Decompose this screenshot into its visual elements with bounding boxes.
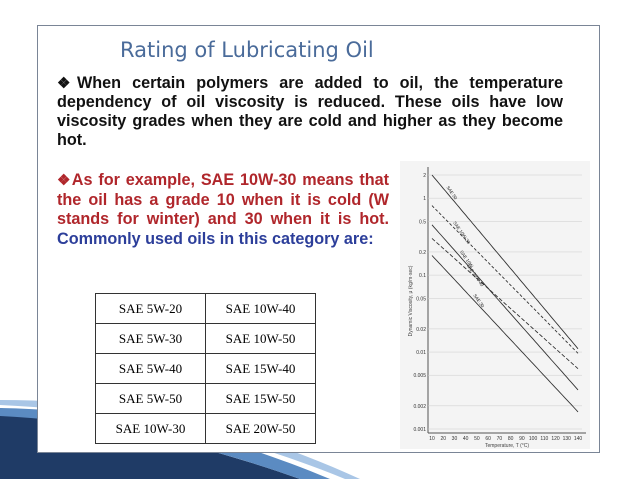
y-ticks: 0.001 0.002 0.005 0.01 0.02 0.05 0.1 0.2 0.5 1 2	[413, 173, 582, 433]
table-row: SAE 5W-30 SAE 10W-50	[95, 323, 316, 354]
y-tick-label: 0.01	[416, 350, 426, 356]
y-tick-label: 0.2	[419, 250, 426, 256]
viscosity-chart: 0.001 0.002 0.005 0.01 0.02 0.05 0.1 0.2 0.5 1 2 1…	[400, 161, 590, 449]
series-line	[431, 224, 579, 391]
table-row: SAE 10W-30 SAE 20W-50	[95, 413, 316, 444]
y-tick-label: 1	[423, 196, 426, 202]
y-tick-label: 0.05	[416, 296, 426, 302]
table-cell: SAE 5W-30	[95, 323, 206, 354]
x-tick-label: 50	[474, 436, 480, 442]
table-cell: SAE 20W-50	[205, 413, 316, 444]
y-tick-label: 0.001	[413, 427, 426, 433]
bullet-icon: ❖	[57, 75, 77, 92]
x-tick-label: 70	[497, 436, 503, 442]
chart-background	[400, 161, 590, 449]
x-tick-label: 110	[540, 436, 548, 442]
y-tick-label: 0.5	[419, 219, 426, 225]
x-tick-label: 90	[519, 436, 525, 442]
table-cell: SAE 10W-50	[205, 323, 316, 354]
series-line	[431, 238, 579, 370]
table-row: SAE 5W-20 SAE 10W-40	[95, 293, 316, 324]
slide-title: Rating of Lubricating Oil	[120, 38, 374, 62]
y-axis-label: Dynamic Viscosity, μ (kg/m·sec)	[408, 265, 414, 336]
y-tick-label: 0.002	[413, 404, 426, 410]
x-tick-label: 120	[551, 436, 560, 442]
swoosh-light	[0, 408, 330, 479]
x-tick-label: 40	[463, 436, 469, 442]
table-row: SAE 5W-50 SAE 15W-50	[95, 383, 316, 414]
series-line	[431, 255, 579, 413]
example-text: As for example, SAE 10W-30 means that th…	[57, 171, 389, 229]
table-row: SAE 5W-40 SAE 15W-40	[95, 353, 316, 384]
x-tick-label: 140	[574, 436, 583, 442]
intro-text: When certain polymers are added to oil, …	[57, 74, 563, 149]
y-tick-label: 0.02	[416, 327, 426, 333]
y-tick-label: 0.1	[419, 273, 426, 279]
x-tick-label: 130	[563, 436, 572, 442]
table-cell: SAE 15W-40	[205, 353, 316, 384]
oil-grade-table: SAE 5W-20 SAE 10W-40 SAE 5W-30 SAE 10W-50 SA…	[95, 293, 316, 444]
table-cell: SAE 5W-40	[95, 353, 206, 384]
x-tick-label: 100	[529, 436, 538, 442]
y-tick-label: 2	[423, 173, 426, 179]
x-tick-label: 60	[485, 436, 491, 442]
series-line	[431, 174, 579, 350]
x-tick-label: 10	[429, 436, 435, 442]
x-tick-label: 20	[440, 436, 446, 442]
x-tick-label: 80	[508, 436, 514, 442]
x-ticks: 10 20 30 40 50 60 70 80 90 100 110 120 130 140	[429, 436, 582, 442]
table-cell: SAE 10W-30	[95, 413, 206, 444]
table-cell: SAE 15W-50	[205, 383, 316, 414]
x-tick-label: 30	[452, 436, 458, 442]
example-paragraph: ❖As for example, SAE 10W-30 means that t…	[57, 171, 389, 249]
table-cell: SAE 10W-40	[205, 293, 316, 324]
table-cell: SAE 5W-50	[95, 383, 206, 414]
category-text: Commonly used oils in this category are:	[57, 229, 374, 248]
intro-paragraph: ❖When certain polymers are added to oil,…	[57, 74, 563, 150]
table-cell: SAE 5W-20	[95, 293, 206, 324]
x-axis-label: Temperature, T (°C)	[485, 443, 529, 449]
y-tick-label: 0.005	[413, 373, 426, 379]
bullet-icon: ❖	[57, 172, 72, 189]
